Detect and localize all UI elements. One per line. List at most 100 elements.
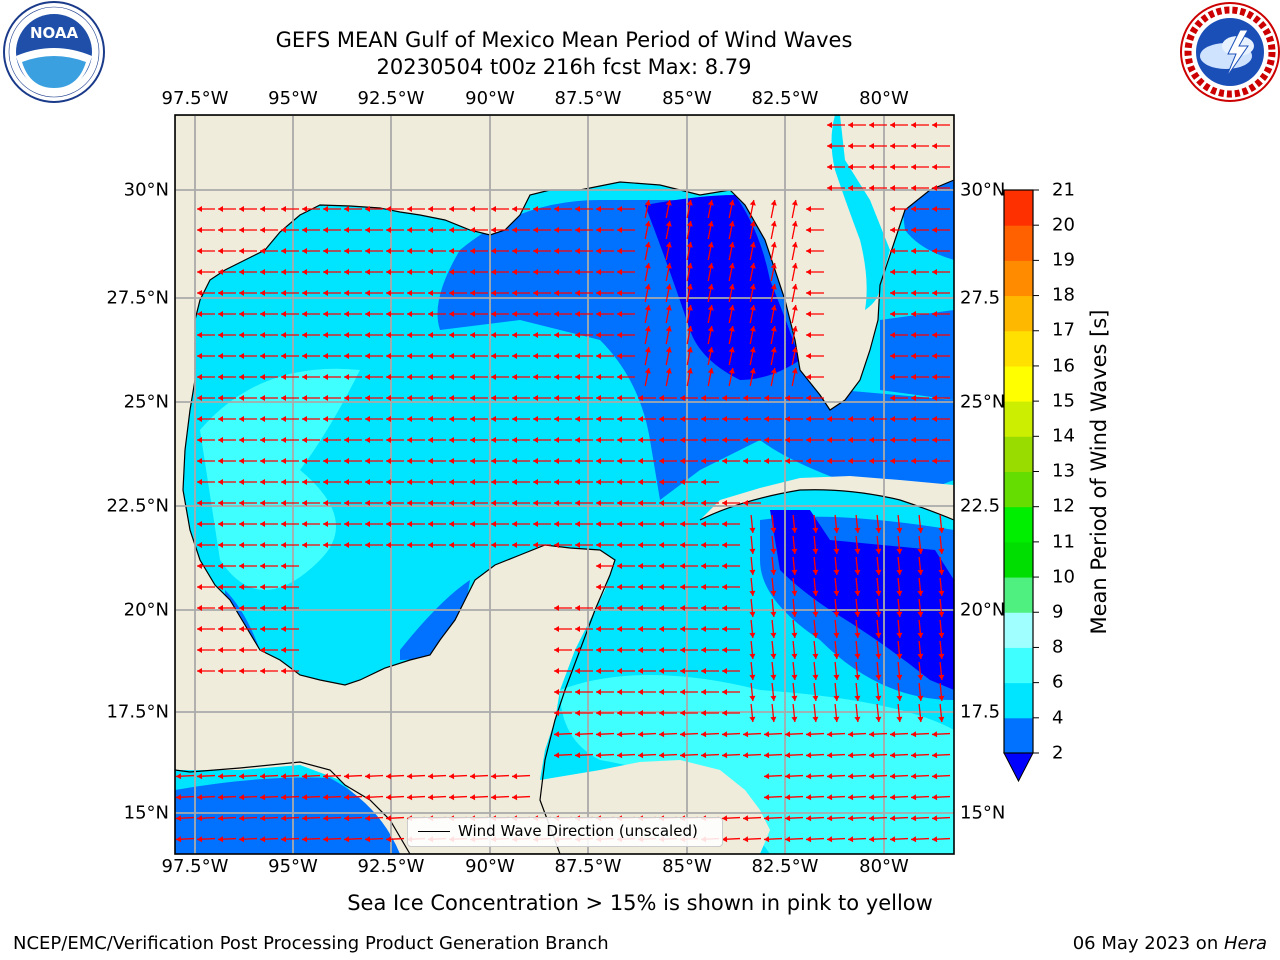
- wave-direction-arrowhead: [764, 773, 770, 780]
- wave-direction-arrowhead: [239, 311, 244, 317]
- wave-direction-arrowhead: [659, 647, 664, 653]
- wave-direction-arrowhead: [707, 347, 714, 353]
- wave-direction-arrowhead: [722, 542, 727, 548]
- wave-direction-arrowhead: [386, 290, 391, 296]
- wave-direction-arrowhead: [407, 479, 412, 485]
- wave-direction-arrowhead: [218, 416, 223, 422]
- wave-direction-arrowhead: [911, 395, 916, 401]
- wave-direction-arrowhead: [428, 395, 433, 401]
- wave-direction-arrowhead: [722, 731, 728, 738]
- wave-direction-arrowhead: [617, 437, 622, 443]
- wave-direction-arrowhead: [470, 332, 475, 338]
- wave-direction-arrowhead: [302, 395, 307, 401]
- lat-label-left: 27.5°N: [106, 287, 169, 309]
- wave-direction-arrowhead: [680, 626, 685, 632]
- wave-direction-arrowhead: [239, 668, 244, 674]
- wave-direction-arrowhead: [323, 332, 328, 338]
- wave-direction-arrowhead: [680, 731, 686, 738]
- wave-direction-arrowhead: [806, 248, 811, 254]
- wave-direction-arrowhead: [875, 716, 882, 722]
- wave-direction-arrowhead: [470, 374, 475, 380]
- wave-direction-arrowhead: [932, 185, 937, 191]
- wave-direction-arrowhead: [197, 626, 202, 632]
- wave-direction-arrowhead: [770, 284, 777, 290]
- wave-direction-arrowhead: [323, 521, 328, 527]
- wave-direction-arrowhead: [218, 668, 223, 674]
- wave-direction-arrowhead: [932, 143, 937, 149]
- wave-direction-arrowhead: [197, 332, 202, 338]
- wave-direction-arrowhead: [596, 542, 601, 548]
- wave-direction-arrowhead: [617, 227, 622, 233]
- wave-direction-arrowhead: [911, 185, 916, 191]
- wave-direction-arrowhead: [896, 653, 903, 659]
- wave-direction-arrowhead: [407, 794, 413, 801]
- wave-direction-arrowhead: [260, 668, 265, 674]
- wave-direction-arrowhead: [470, 773, 476, 780]
- wave-direction-arrowhead: [722, 605, 727, 611]
- wave-direction-arrowhead: [470, 479, 475, 485]
- wave-direction-arrowhead: [218, 353, 223, 359]
- wave-direction-arrowhead: [707, 221, 714, 227]
- wave-direction-arrowhead: [407, 500, 412, 506]
- wave-direction-arrowhead: [428, 206, 433, 212]
- wave-direction-arrowhead: [260, 500, 265, 506]
- wave-direction-arrowhead: [806, 332, 811, 338]
- wave-direction-arrowhead: [554, 248, 559, 254]
- wave-direction-arrowhead: [470, 521, 475, 527]
- footer-date: 06 May 2023 on: [1072, 933, 1224, 954]
- wave-direction-arrowhead: [770, 200, 777, 206]
- wave-direction-arrowhead: [617, 248, 622, 254]
- wave-direction-arrowhead: [764, 815, 770, 822]
- wave-direction-arrowhead: [554, 374, 559, 380]
- wave-direction-arrowhead: [770, 569, 777, 575]
- wave-direction-arrowhead: [281, 248, 286, 254]
- wave-direction-arrowhead: [665, 200, 672, 206]
- wave-direction-arrowhead: [554, 395, 559, 401]
- wave-direction-arrowhead: [911, 794, 917, 801]
- wave-direction-arrowhead: [644, 347, 651, 353]
- wave-direction-arrowhead: [701, 521, 706, 527]
- wave-direction-arrowhead: [491, 416, 496, 422]
- wave-direction-arrowhead: [197, 248, 202, 254]
- wave-direction-arrowhead: [575, 752, 581, 759]
- wave-direction-arrowhead: [197, 437, 202, 443]
- wave-direction-arrowhead: [239, 332, 244, 338]
- colorbar-label: Mean Period of Wind Waves [s]: [1087, 309, 1111, 635]
- wave-direction-arrowhead: [470, 206, 475, 212]
- wave-direction-arrowhead: [806, 374, 811, 380]
- wave-direction-arrowhead: [827, 752, 833, 759]
- wave-direction-arrowhead: [449, 248, 454, 254]
- wave-direction-arrowhead: [491, 206, 496, 212]
- wave-direction-arrowhead: [638, 542, 643, 548]
- wave-direction-arrowhead: [848, 164, 853, 170]
- wave-direction-arrowhead: [617, 290, 622, 296]
- wave-direction-arrowhead: [281, 437, 286, 443]
- wave-direction-arrowhead: [869, 752, 875, 759]
- wave-direction-arrowhead: [806, 437, 811, 443]
- wave-direction-arrowhead: [554, 605, 559, 611]
- wave-direction-arrowhead: [449, 395, 454, 401]
- colorbar-tick: 6: [1052, 671, 1064, 693]
- wave-direction-arrowhead: [428, 374, 433, 380]
- colorbar-tick: 4: [1052, 707, 1064, 729]
- wave-direction-arrowhead: [575, 395, 580, 401]
- wave-direction-arrowhead: [938, 611, 945, 617]
- wave-direction-arrowhead: [407, 542, 412, 548]
- wave-direction-arrowhead: [932, 416, 937, 422]
- wave-direction-arrowhead: [869, 773, 875, 780]
- wave-direction-arrowhead: [932, 437, 937, 443]
- wave-direction-arrowhead: [938, 548, 945, 554]
- wave-direction-arrowhead: [596, 563, 601, 569]
- wave-direction-arrowhead: [344, 290, 349, 296]
- wave-direction-arrowhead: [749, 263, 756, 269]
- wave-direction-arrowhead: [218, 458, 223, 464]
- wave-direction-arrowhead: [791, 653, 798, 659]
- wave-direction-arrowhead: [554, 479, 559, 485]
- wave-direction-arrowhead: [833, 590, 840, 596]
- wave-direction-arrowhead: [596, 647, 601, 653]
- wave-direction-arrowhead: [890, 815, 896, 822]
- wave-direction-arrowhead: [554, 269, 559, 275]
- wave-direction-arrowhead: [686, 305, 693, 311]
- wave-direction-arrowhead: [911, 122, 916, 128]
- wave-direction-arrowhead: [785, 437, 790, 443]
